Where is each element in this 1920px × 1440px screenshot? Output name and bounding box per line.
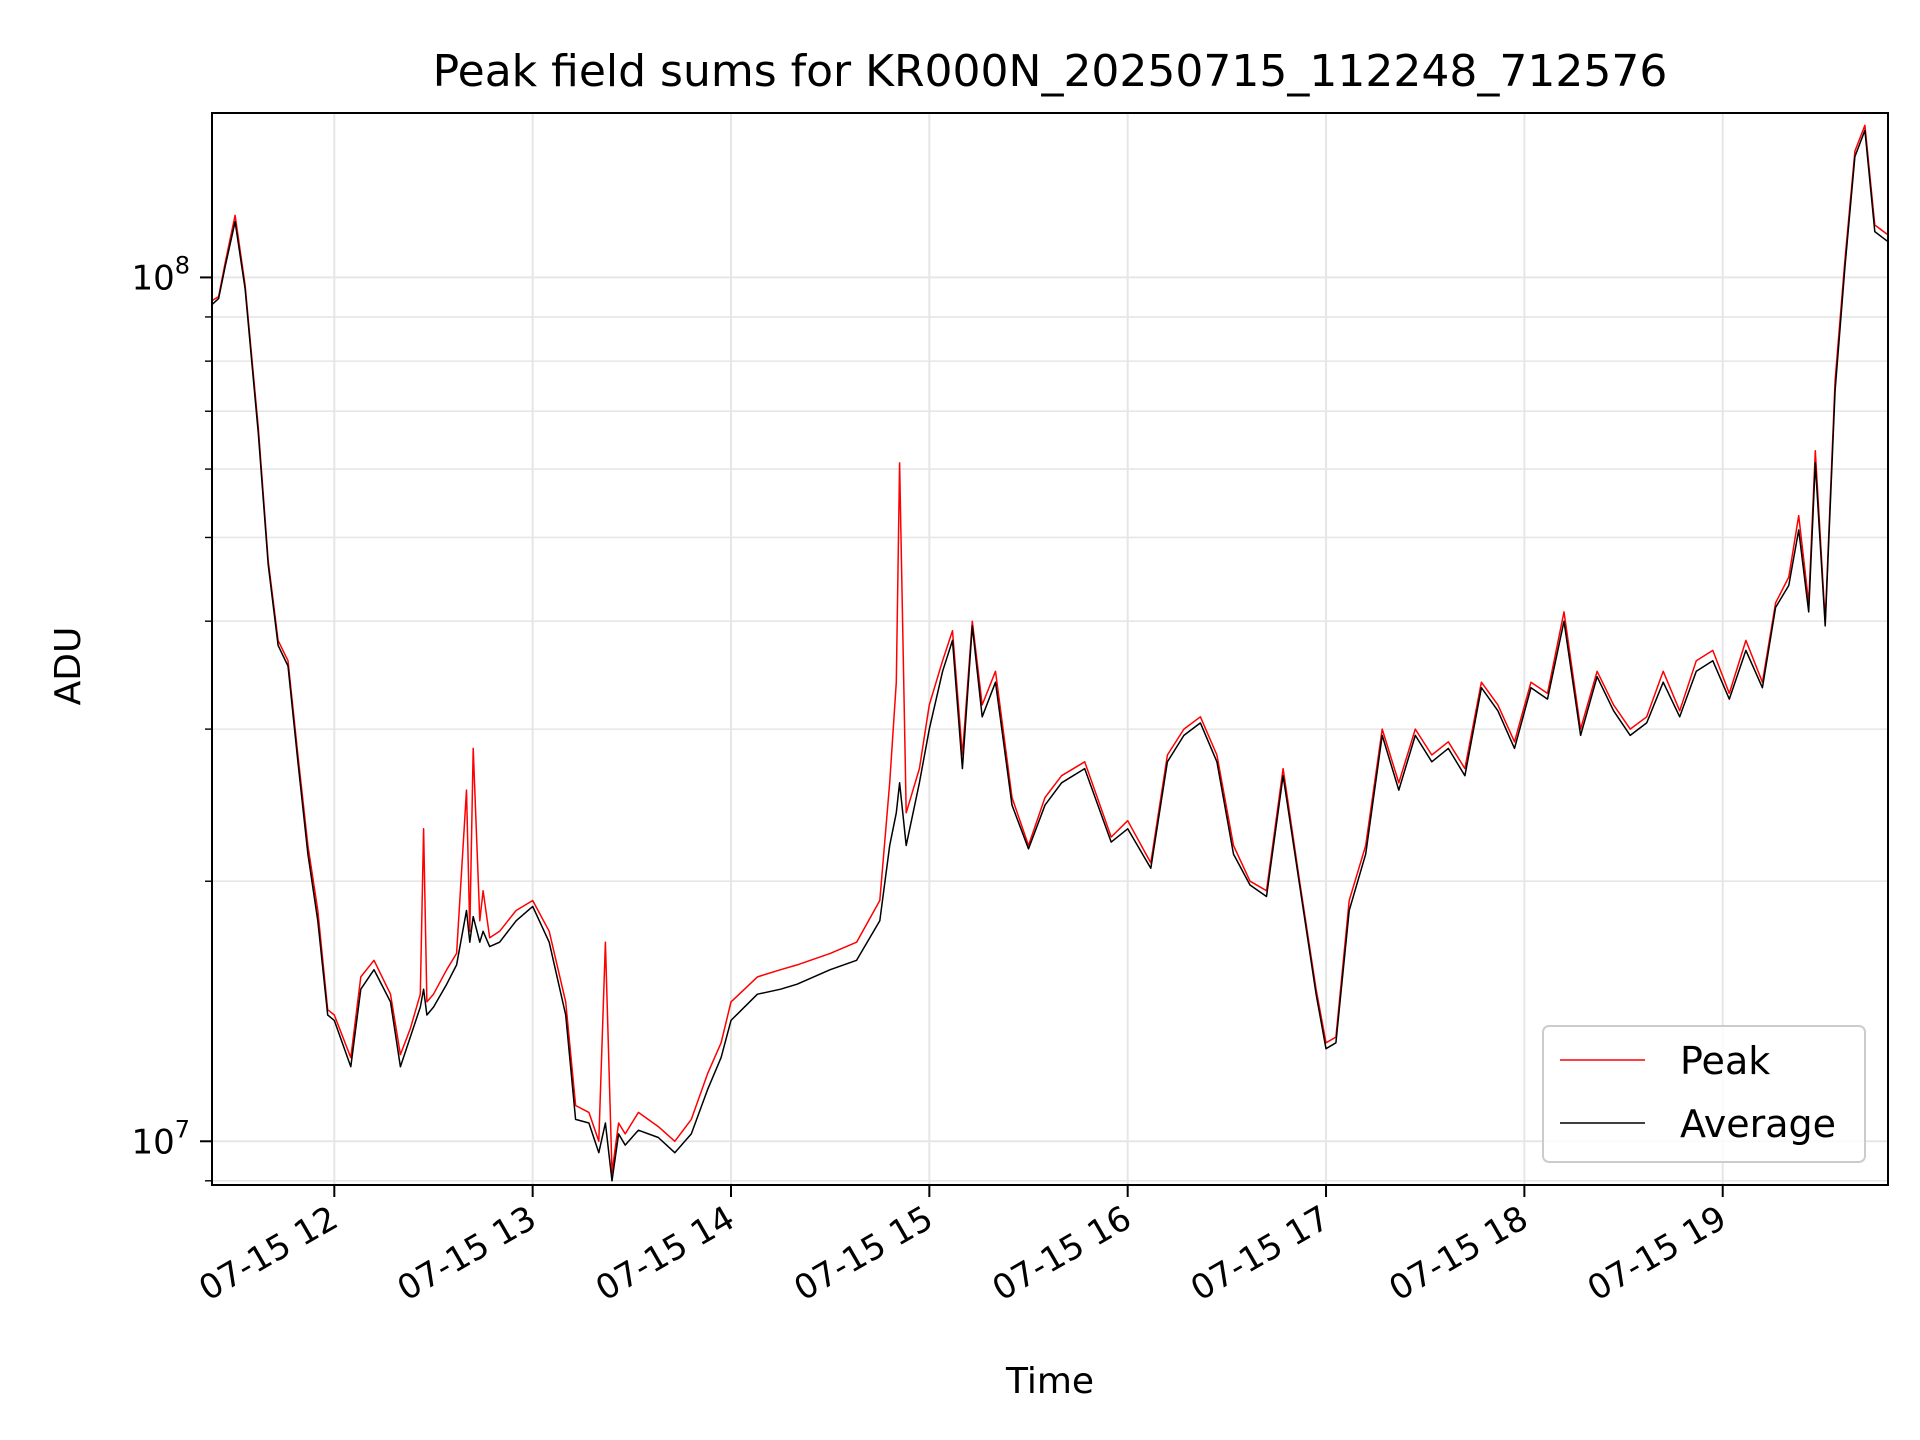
x-axis-title: Time xyxy=(1005,1361,1094,1402)
x-tick-label: 07-15 15 xyxy=(787,1198,939,1309)
chart-title: Peak field sums for KR000N_20250715_1122… xyxy=(433,46,1668,97)
series-line-average xyxy=(211,129,1889,1182)
x-tick-label: 07-15 17 xyxy=(1184,1198,1336,1309)
x-tick-label: 07-15 14 xyxy=(589,1198,741,1309)
legend-label-average: Average xyxy=(1680,1102,1836,1146)
grid xyxy=(212,113,1888,1185)
x-tick-label: 07-15 19 xyxy=(1581,1198,1733,1309)
plot-frame xyxy=(211,112,1889,1186)
y-axis: 107 108 xyxy=(131,251,212,1182)
x-tick-label: 07-15 13 xyxy=(391,1198,543,1309)
series-line-peak xyxy=(211,124,1889,1174)
y-tick-label: 107 xyxy=(131,1115,190,1162)
series-lines xyxy=(211,124,1889,1182)
x-tick-label: 07-15 12 xyxy=(192,1198,344,1309)
legend: Peak Average xyxy=(1542,1025,1866,1163)
y-axis-title: ADU xyxy=(48,627,89,706)
x-tick-label: 07-15 18 xyxy=(1382,1198,1534,1309)
y-tick-label: 108 xyxy=(131,251,190,298)
legend-label-peak: Peak xyxy=(1680,1039,1770,1083)
x-tick-label: 07-15 16 xyxy=(986,1198,1138,1309)
x-axis: 07-15 12 07-15 13 07-15 14 07-15 15 07-15 16… xyxy=(192,1185,1733,1309)
